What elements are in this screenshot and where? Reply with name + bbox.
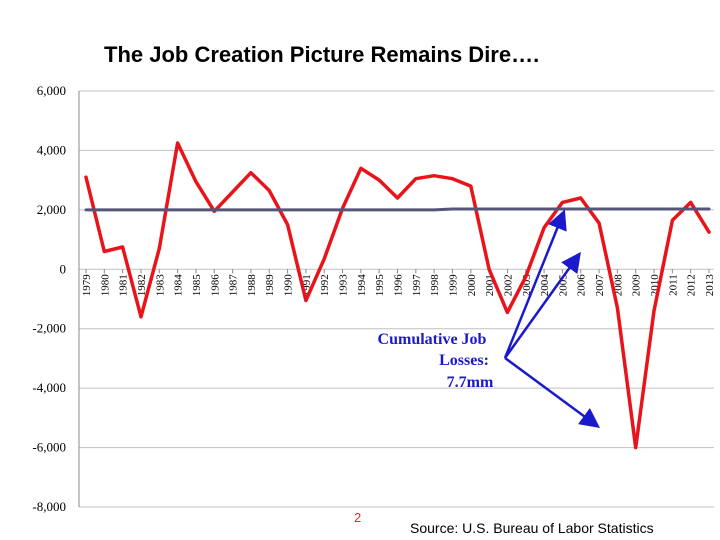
x-tick-label: 1982 bbox=[136, 274, 148, 296]
chart-title: The Job Creation Picture Remains Dire…. bbox=[104, 42, 540, 67]
x-tick-label: 2011 bbox=[667, 274, 679, 296]
x-tick-label: 1999 bbox=[447, 274, 459, 297]
x-tick-label: 1994 bbox=[356, 274, 368, 297]
x-tick-label: 1980 bbox=[99, 274, 111, 297]
y-tick-label: 6,000 bbox=[37, 83, 66, 98]
y-tick-label: -8,000 bbox=[32, 499, 66, 514]
reference-line bbox=[84, 207, 711, 212]
x-tick-label: 1990 bbox=[283, 274, 295, 297]
annotation-line-3: 7.7mm bbox=[447, 374, 494, 391]
x-tick-label: 1998 bbox=[429, 274, 441, 297]
y-tick-label: 0 bbox=[60, 261, 67, 276]
x-tick-label: 2007 bbox=[594, 274, 606, 297]
x-tick-label: 1983 bbox=[154, 274, 166, 297]
x-tick-label: 2002 bbox=[502, 274, 514, 296]
x-tick-label: 1995 bbox=[374, 274, 386, 297]
x-tick-label: 2004 bbox=[539, 274, 551, 297]
x-tick-label: 2012 bbox=[686, 274, 698, 296]
x-tick-label: 2009 bbox=[631, 274, 643, 297]
series-lines bbox=[84, 141, 711, 450]
annotation-arrow bbox=[503, 209, 567, 359]
x-tick-label: 1984 bbox=[173, 274, 185, 297]
annotation-arrow bbox=[503, 251, 581, 359]
y-tick-label: -4,000 bbox=[32, 380, 66, 395]
annotation-line-1: Cumulative Job bbox=[378, 331, 487, 348]
y-tick-label: -2,000 bbox=[32, 321, 66, 336]
x-tick-label: 1988 bbox=[246, 274, 258, 297]
source-note: Source: U.S. Bureau of Labor Statistics bbox=[410, 520, 654, 536]
y-tick-label: 2,000 bbox=[37, 202, 66, 217]
y-axis-tick-labels: 6,000 4,000 2,000 0 -2,000 -4,000 -6,000 -8,000 bbox=[32, 83, 66, 514]
x-tick-label: 1992 bbox=[319, 274, 331, 296]
x-tick-label: 1981 bbox=[118, 274, 130, 296]
annotation-arrow bbox=[504, 356, 601, 428]
x-tick-label: 1989 bbox=[264, 274, 276, 297]
x-tick-label: 2006 bbox=[576, 274, 588, 297]
x-tick-label: 2013 bbox=[704, 274, 716, 297]
x-axis-tick-labels: 1979 1980 1981 1982 1983 1984 1985 1986 1987 1988… bbox=[81, 274, 716, 297]
page-number: 2 bbox=[354, 510, 362, 525]
x-tick-label: 1979 bbox=[81, 274, 93, 297]
x-tick-label: 1997 bbox=[411, 274, 423, 297]
x-tick-label: 1986 bbox=[209, 274, 221, 297]
x-tick-label: 1985 bbox=[191, 274, 203, 297]
annotation-arrows bbox=[503, 209, 601, 428]
annotation-line-2: Losses: bbox=[439, 352, 489, 369]
y-tick-label: -6,000 bbox=[32, 440, 66, 455]
x-tick-label: 1987 bbox=[228, 274, 240, 297]
x-tick-label: 1996 bbox=[393, 274, 405, 297]
job-creation-line bbox=[84, 141, 711, 450]
x-tick-label: 1993 bbox=[338, 274, 350, 297]
x-tick-label: 2000 bbox=[466, 274, 478, 297]
y-tick-label: 4,000 bbox=[37, 142, 66, 157]
